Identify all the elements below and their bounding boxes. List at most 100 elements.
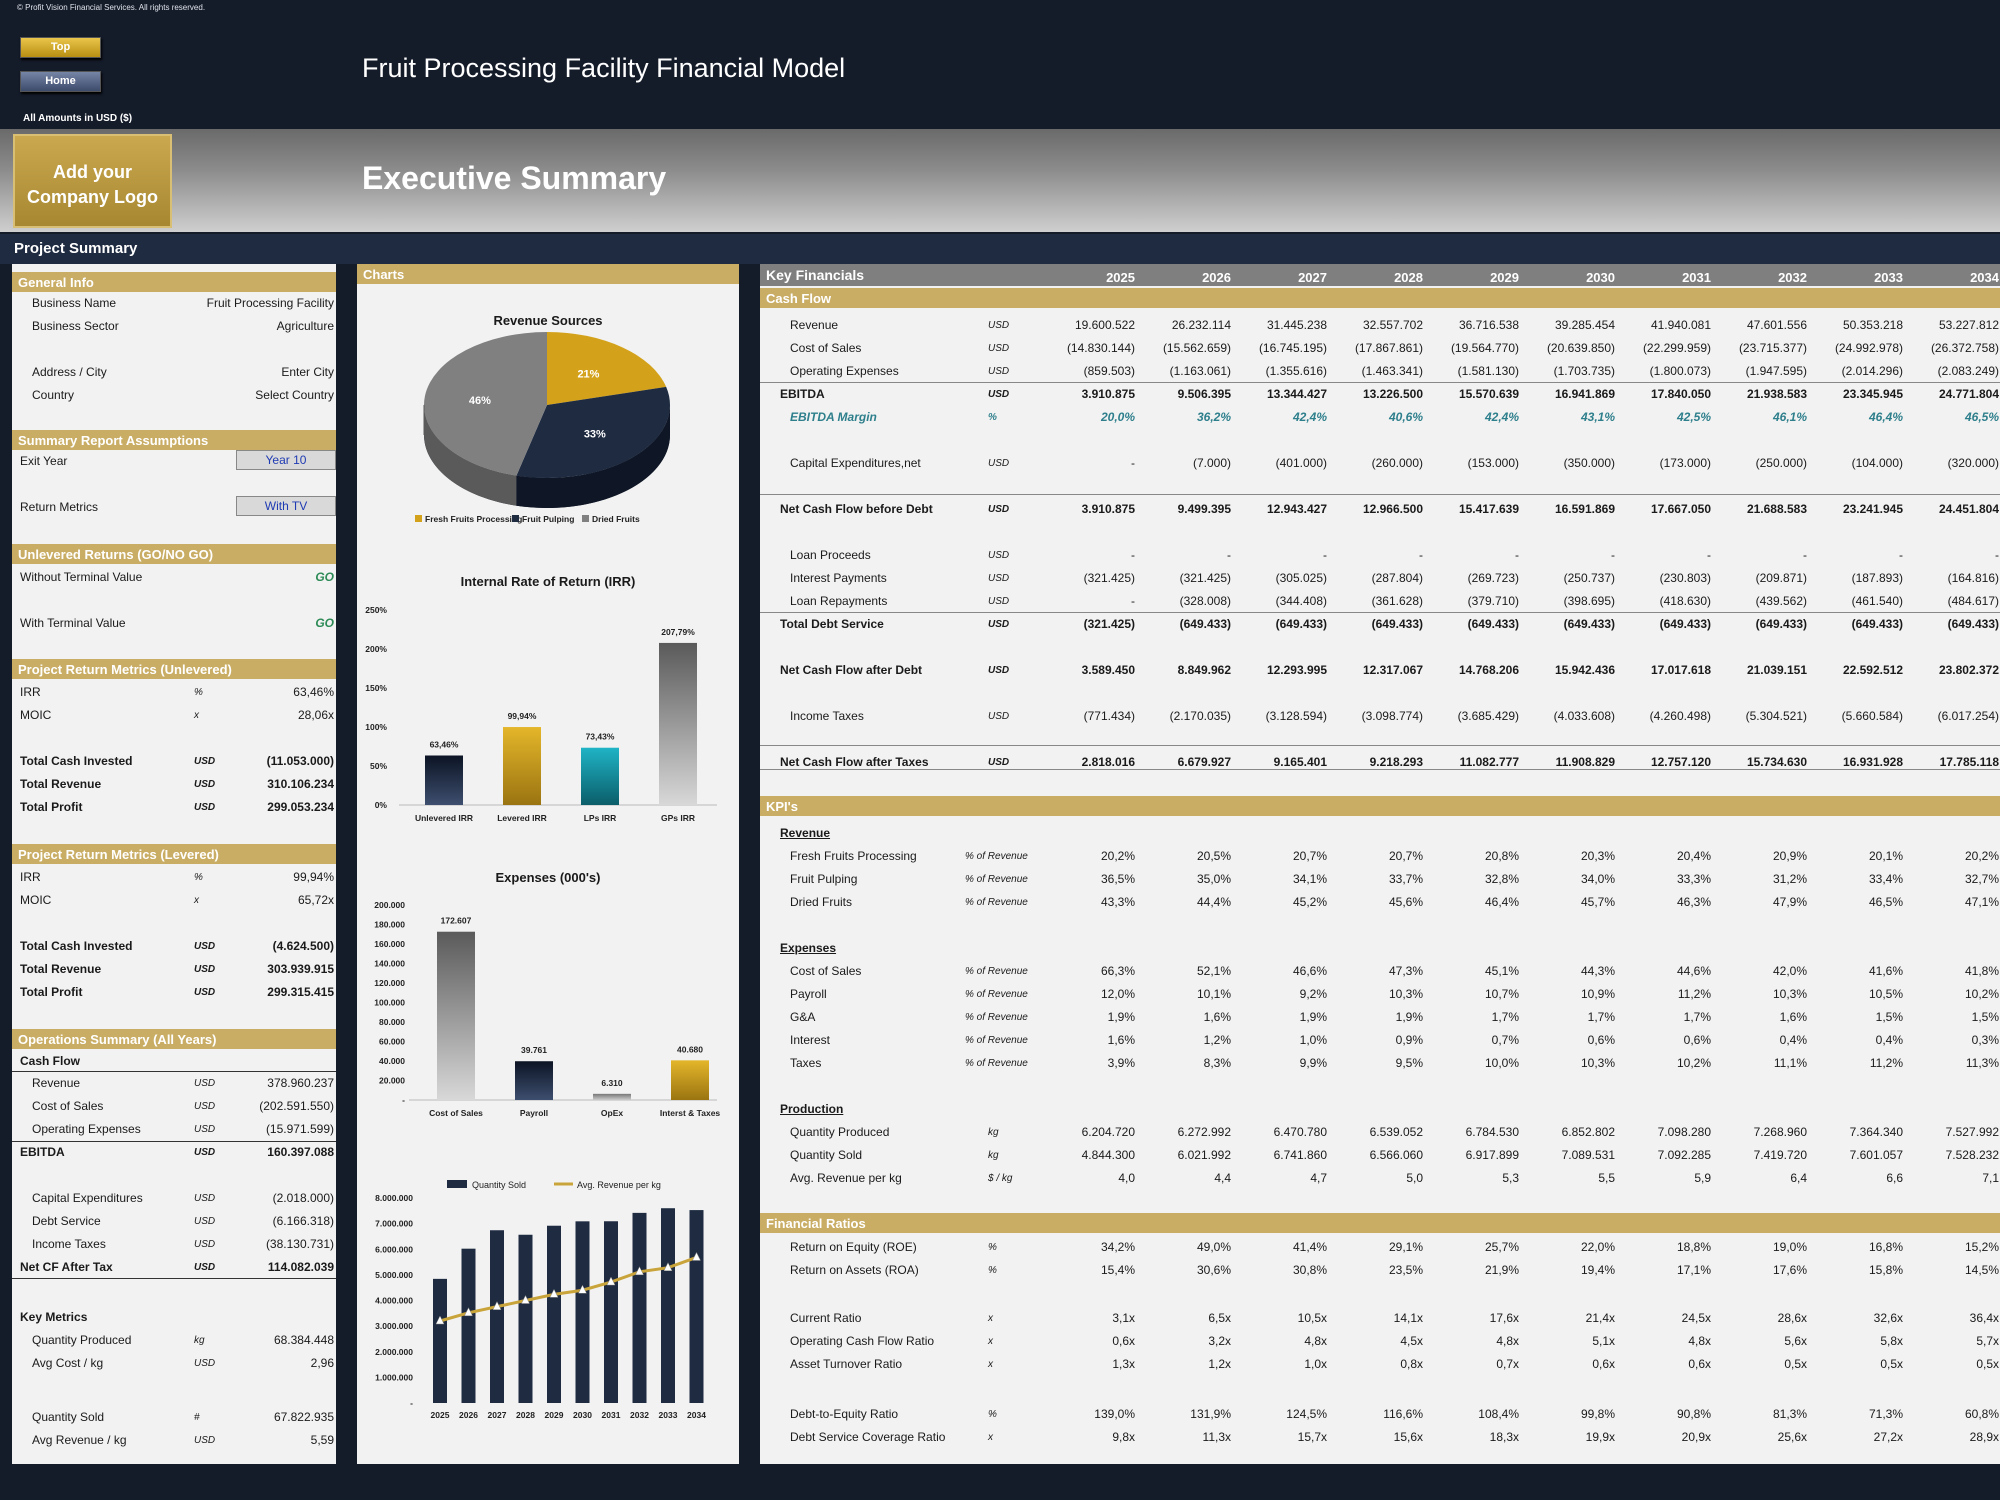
cash-flow-row-value: (771.434) — [1083, 709, 1135, 723]
year-label: 2026 — [459, 1410, 478, 1420]
expense-kpi-row-label: Cost of Sales — [790, 964, 862, 978]
ratio-row-value: 4,8x — [1496, 1334, 1519, 1348]
expense-kpi-row-value: 52,1% — [1196, 964, 1231, 978]
cash-flow-row-value: (398.695) — [1563, 594, 1615, 608]
key-metric-row-value: 68.384.448 — [273, 1333, 334, 1347]
cash-flow-row-value: (5.660.584) — [1841, 709, 1903, 723]
without-tv-row: Without Terminal Value GO — [12, 570, 336, 586]
year-header: 2030 — [1586, 270, 1615, 285]
home-button[interactable]: Home — [20, 71, 101, 92]
revenue-kpi-row-label: Fresh Fruits Processing — [790, 849, 917, 863]
return-metrics-select[interactable]: With TV — [236, 496, 336, 516]
year-header: 2031 — [1682, 270, 1711, 285]
revenue-kpi-row-label: Fruit Pulping — [790, 872, 858, 886]
ratio-row-value: 17,1% — [1676, 1263, 1711, 1277]
production-row-value: 5,3 — [1502, 1171, 1519, 1185]
cash-flow-row-value: 21.938.583 — [1746, 387, 1807, 401]
unlevered-metric-row-label: Total Cash Invested — [20, 754, 133, 768]
expense-kpi-row-value: 1,7% — [1683, 1010, 1711, 1024]
year-label: 2030 — [573, 1410, 592, 1420]
levered-metric-row-value: 299.315.415 — [267, 985, 334, 999]
key-metric-row: Quantity Produced kg 68.384.448 — [12, 1333, 336, 1349]
expense-kpi-row-value: 9,5% — [1395, 1056, 1423, 1070]
company-logo-placeholder[interactable]: Add your Company Logo — [13, 134, 172, 228]
expense-kpi-row-value: 1,6% — [1107, 1033, 1135, 1047]
pie-legend-label: Fresh Fruits Processing — [425, 514, 522, 524]
amounts-currency: All Amounts in USD ($) — [23, 113, 133, 124]
ratio-row-value: 15,4% — [1100, 1263, 1135, 1277]
ratio-row-value: 4,8x — [1304, 1334, 1327, 1348]
cash-flow-row-value: - — [1131, 548, 1135, 562]
cash-flow-row-value: 47.601.556 — [1746, 318, 1807, 332]
cash-flow-row-value: 26.232.114 — [1171, 318, 1231, 332]
pie-slice — [547, 332, 667, 405]
cash-flow-row-label: EBITDA Margin — [790, 410, 877, 424]
revenue-kpi-row-unit: % of Revenue — [965, 851, 1028, 862]
cash-flow-row: Operating Expenses USD (859.503) (1.163.061… — [760, 364, 2000, 380]
irr-tick-label: 50% — [370, 761, 387, 771]
irr-bar — [659, 642, 697, 805]
cash-flow-row-value: (16.745.195) — [1258, 341, 1327, 355]
cash-flow-row-value: (649.433) — [1467, 617, 1519, 631]
unlevered-metric-row-label: Total Revenue — [20, 777, 102, 791]
expenses-tick-label: 80.000 — [379, 1017, 405, 1027]
expenses-tick-label: 180.000 — [374, 920, 405, 930]
unlevered-metric-row-unit: x — [194, 710, 199, 721]
cash-flow-row: Income Taxes USD (771.434) (2.170.035) (3.12… — [760, 709, 2000, 725]
key-metric-row: Quantity Sold #67.822.935 — [12, 1410, 336, 1426]
ratio-row-value: 131,9% — [1190, 1407, 1231, 1421]
divider — [760, 494, 2000, 495]
cash-flow-row-unit: USD — [988, 389, 1010, 400]
top-button[interactable]: Top — [20, 37, 101, 58]
exit-year-select[interactable]: Year 10 — [236, 450, 336, 470]
cash-flow-row-value: (287.804) — [1371, 571, 1423, 585]
cash-flow-row-value: (250.737) — [1563, 571, 1615, 585]
cash-flow-row-value: 23.241.945 — [1842, 502, 1903, 516]
unlevered-metric-row-value: 310.106.234 — [267, 777, 334, 791]
key-metrics-label-label: Key Metrics — [20, 1310, 88, 1324]
expense-kpi-row: Payroll % of Revenue 12,0% 10,1% 9,2% 10,3% 10… — [760, 987, 2000, 1003]
irr-category-label: Unlevered IRR — [415, 813, 473, 823]
production-row-unit: kg — [988, 1150, 999, 1161]
levered-metric-row-unit: USD — [194, 941, 216, 952]
cash-flow-row-value: 32.557.702 — [1362, 318, 1423, 332]
key-metric-row-label: Avg Cost / kg — [32, 1356, 104, 1370]
expenses-tick-label: 100.000 — [374, 998, 405, 1008]
production-row-value: 6.021.992 — [1177, 1148, 1231, 1162]
cash-flow-row-value: (328.008) — [1179, 594, 1231, 608]
ratio-row-value: 1,3x — [1112, 1357, 1135, 1371]
expenses-category-label: Interst & Taxes — [660, 1108, 721, 1118]
revenue-kpi-row-value: 34,1% — [1292, 872, 1327, 886]
production-row-value: 7.419.720 — [1753, 1148, 1807, 1162]
cash-flow-row-label: Loan Repayments — [790, 594, 888, 608]
operations-row: Cost of Sales USD (202.591.550) — [12, 1099, 336, 1115]
ratio-row-value: 19,0% — [1772, 1240, 1807, 1254]
cash-flow-row-value: 12.293.995 — [1266, 663, 1327, 677]
operations-row-value: 114.082.039 — [267, 1260, 334, 1274]
country-row-label: Country — [32, 388, 75, 402]
expenses-category-label: Cost of Sales — [429, 1108, 483, 1118]
cash-flow-row-value: (19.564.770) — [1450, 341, 1519, 355]
production-row-unit: $ / kg — [988, 1173, 1013, 1184]
irr-chart-title: Internal Rate of Return (IRR) — [460, 574, 636, 589]
logo-line-1: Add your — [53, 162, 132, 182]
unlevered-metric-row-label: MOIC — [20, 708, 52, 722]
key-metric-row-unit: USD — [194, 1435, 216, 1446]
irr-category-label: Levered IRR — [497, 813, 547, 823]
cash-flow-row-value: (260.000) — [1371, 456, 1423, 470]
levered-metric-row-label: Total Cash Invested — [20, 939, 133, 953]
production-row-value: 7.527.992 — [1945, 1125, 1999, 1139]
cash-flow-row: Loan Proceeds USD - - - - - - - - - - — [760, 548, 2000, 564]
unlevered-metric-row: IRR% 63,46% — [12, 685, 336, 701]
year-header: 2027 — [1298, 270, 1327, 285]
revenue-kpi-row-value: 20,3% — [1580, 849, 1615, 863]
ratio-row-unit: x — [988, 1336, 993, 1347]
expense-kpi-row-unit: % of Revenue — [965, 966, 1028, 977]
expenses-bar — [671, 1060, 709, 1100]
expenses-bar-label: 172.607 — [441, 916, 472, 926]
cash-flow-row-value: 17.840.050 — [1650, 387, 1711, 401]
ratio-row-value: 28,6x — [1777, 1311, 1807, 1325]
cash-flow-row-unit: USD — [988, 665, 1010, 676]
unlevered-metric-row: Total Profit USD 299.053.234 — [12, 800, 336, 816]
cash-flow-row-unit: USD — [988, 550, 1010, 561]
